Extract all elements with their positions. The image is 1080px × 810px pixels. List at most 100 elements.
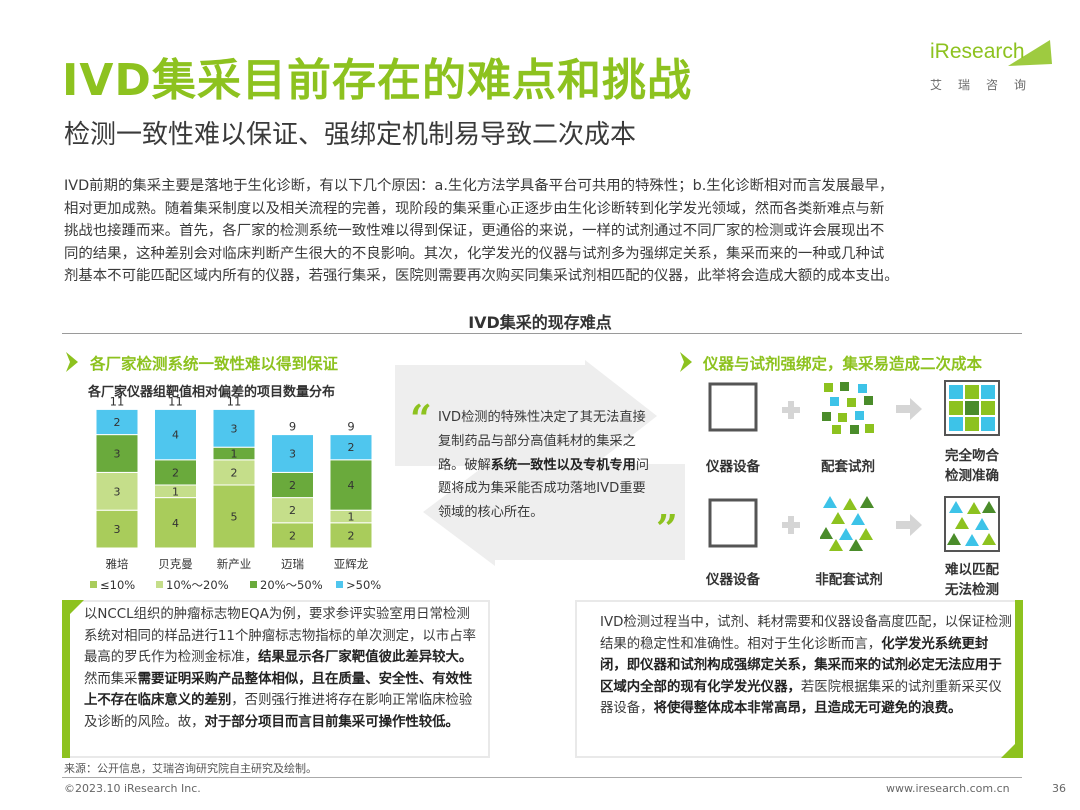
left-box-part: 然而集采	[84, 671, 138, 687]
section-divider	[62, 333, 1022, 334]
bar-segment	[212, 484, 256, 549]
page-number: 36	[1052, 782, 1066, 795]
legend-label: >50%	[346, 578, 381, 592]
label-match-line2: 检测准确	[945, 468, 999, 484]
bar-segment	[95, 509, 139, 549]
legend-swatch	[156, 581, 163, 588]
legend-swatch	[336, 581, 343, 588]
bar-segment	[212, 408, 256, 448]
bar-segment	[271, 471, 314, 499]
logo-text: iResearch	[930, 40, 1025, 63]
instrument-box-icon	[708, 498, 758, 548]
open-quote-icon: “	[410, 396, 432, 441]
data-label: 4	[172, 517, 179, 530]
left-box-part: 以NCCL组织的肿瘤标志物EQA为例，要求参评实验室用日常检测系统对相同的样品进…	[84, 607, 476, 666]
left-box-frame	[62, 600, 490, 758]
data-label: 2	[289, 529, 296, 542]
chevron-right-icon	[680, 352, 692, 372]
left-box-bold: 对于部分项目而言目前集采可操作性较低。	[204, 714, 459, 730]
right-box-frame	[575, 600, 1023, 758]
label-match-line1: 完全吻合	[945, 448, 999, 464]
legend-label: 20%～50%	[260, 578, 323, 592]
quote-bold: 系统一致性以及专机专用	[490, 457, 636, 473]
logo-swoosh-icon	[1008, 40, 1052, 66]
bar-segment	[95, 434, 139, 473]
data-label: 3	[114, 448, 121, 461]
category-label: 迈瑞	[281, 557, 304, 571]
copyright: ©2023.10 iResearch Inc.	[64, 782, 201, 795]
data-label: 3	[114, 485, 121, 498]
category-label: 亚辉龙	[334, 557, 369, 571]
intro-paragraph: IVD前期的集采主要是落地于生化诊断，有以下几个原因：a.生化方法学具备平台可共…	[64, 175, 1024, 288]
data-label: 5	[231, 511, 238, 524]
left-box-bold: 结果显示各厂家靶值彼此差异较大。	[258, 650, 473, 666]
exchange-arrows-graphic	[395, 360, 685, 566]
right-box-bold: 化学发光系统更封闭，即仪器和试剂构成强绑定关系，集采而来的试剂必定无法应用于区域…	[600, 636, 1002, 695]
bar-segment	[154, 497, 197, 549]
label-instrument: 仪器设备	[706, 572, 760, 588]
stacked-bar-chart: 3 3 3 2 11 雅培 4 1 2 4 11 贝克曼 5 2 1 3 11 新产业 2 2 2 3 9 迈瑞 2 1 4 2 9 亚辉…	[90, 396, 381, 592]
data-label: 2	[172, 466, 179, 479]
matched-reagent-squares-icon	[822, 382, 874, 434]
data-label: 2	[348, 529, 355, 542]
total-label: 11	[227, 396, 242, 408]
bar-segment	[154, 408, 197, 461]
mismatched-grid-icon	[944, 496, 1000, 552]
left-box-part: ，否则强行推进将存在影响正常临床检验及诊断的风险。故，	[84, 693, 473, 730]
bar-segment	[271, 434, 314, 473]
label-matched-reagent: 配套试剂	[821, 459, 875, 475]
instrument-box-icon	[708, 382, 758, 432]
chevron-right-icon	[66, 352, 78, 372]
label-instrument: 仪器设备	[706, 459, 760, 475]
data-label: 4	[172, 429, 179, 442]
data-label: 2	[348, 441, 355, 454]
bar-segment	[329, 434, 373, 461]
legend-swatch	[250, 581, 257, 588]
right-box-bold: 将使得整体成本非常高昂，且造成无可避免的浪费。	[653, 701, 962, 717]
left-panel-heading: 各厂家检测系统一致性难以得到保证	[90, 355, 339, 373]
arrow-right-icon	[896, 514, 922, 536]
footer-divider	[62, 777, 1022, 778]
intro-line: 剂基本不可能匹配区域内所有的仪器，若强行集采，医院则需要再次购买同集采试剂相匹配…	[64, 268, 899, 285]
data-label: 1	[172, 485, 179, 498]
bar-segment	[329, 459, 373, 511]
intro-line: 相对更加成熟。随着集采制度以及相关流程的完善，现阶段的集采重心正逐步由生化诊断转…	[64, 200, 885, 217]
quote-part: IVD检测的特殊性决定了其无法直接复制药品与部分高值耗材的集采之路。破解	[438, 410, 646, 473]
bar-segment	[154, 459, 197, 486]
intro-line: 挑战也接踵而来。首先，各厂家的检测系统一致性难以得到保证，更通俗的来说，一样的试…	[64, 223, 885, 240]
close-quote-icon: ”	[656, 506, 678, 551]
right-box-part: IVD检测过程当中，试剂、耗材需要和仪器设备高度匹配，以保证检测结果的稳定性和准…	[600, 615, 1012, 652]
plus-icon	[782, 401, 800, 419]
arrow-right-icon	[896, 398, 922, 420]
legend-swatch	[90, 581, 97, 588]
data-label: 1	[348, 511, 355, 524]
legend-label: 10%～20%	[166, 578, 229, 592]
data-label: 1	[231, 448, 238, 461]
total-label: 11	[168, 396, 183, 408]
right-panel-heading: 仪器与试剂强绑定，集采易造成二次成本	[703, 355, 983, 373]
page-subtitle: 检测一致性难以保证、强绑定机制易导致二次成本	[64, 120, 637, 150]
bar-segment	[95, 408, 139, 436]
data-label: 2	[289, 504, 296, 517]
data-label: 3	[289, 448, 296, 461]
category-label: 雅培	[106, 557, 129, 571]
logo-chinese: 艾瑞咨询	[930, 78, 1043, 92]
data-label: 2	[289, 479, 296, 492]
bar-segment	[95, 471, 139, 511]
matched-grid-icon	[944, 380, 1000, 436]
category-label: 贝克曼	[158, 557, 193, 571]
chart-title: 各厂家仪器组靶值相对偏差的项目数量分布	[88, 385, 336, 400]
right-box-part: 若医院根据集采的试剂重新采买仪器设备，	[600, 679, 1002, 717]
total-label: 9	[347, 420, 354, 434]
bar-segment	[212, 459, 256, 486]
total-label: 11	[110, 396, 125, 408]
bar-segment	[271, 522, 314, 549]
left-box-bold: 需要证明采购产品整体相似，且在质量、安全性、有效性上不存在临床意义的差别	[84, 671, 473, 709]
right-box-text: IVD检测过程当中，试剂、耗材需要和仪器设备高度匹配，以保证检测结果的稳定性和准…	[600, 612, 1012, 720]
quote-part: 问题将成为集采能否成功落地IVD重要领域的核心所在。	[438, 457, 649, 521]
unmatched-reagent-triangles-icon	[820, 496, 874, 551]
data-label: 4	[348, 479, 355, 492]
website-url: www.iresearch.com.cn	[886, 782, 1010, 795]
source-note: 来源：公开信息，艾瑞咨询研究院自主研究及绘制。	[64, 762, 317, 775]
intro-line: IVD前期的集采主要是落地于生化诊断，有以下几个原因：a.生化方法学具备平台可共…	[64, 178, 894, 194]
